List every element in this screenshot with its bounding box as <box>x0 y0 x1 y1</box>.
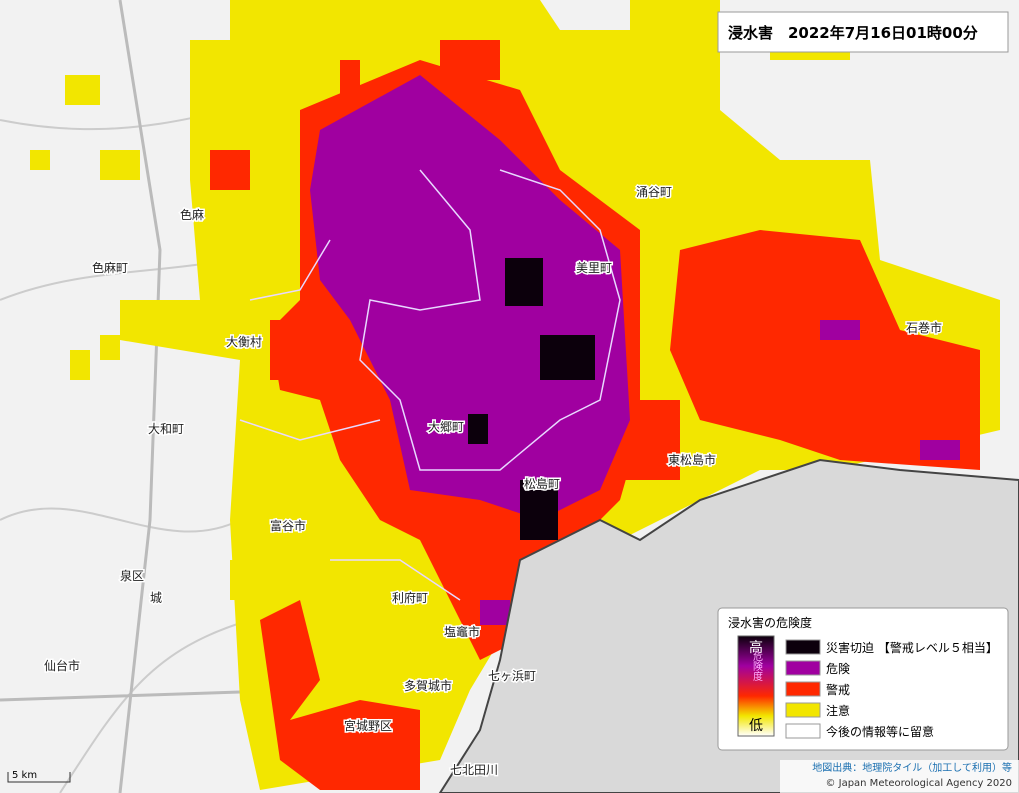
place-label: 東松島市 <box>668 452 716 467</box>
place-label: 塩竈市 <box>444 624 480 639</box>
scale-bar-label: 5 km <box>12 770 37 781</box>
place-label: 多賀城市 <box>404 678 452 693</box>
legend-high: 高 <box>749 639 763 656</box>
place-label: 七北田川 <box>450 763 498 777</box>
legend-swatch <box>785 702 821 718</box>
attribution-source: 地図出典：地理院タイル（加工して利用）等 <box>812 761 1012 774</box>
legend-low: 低 <box>749 718 763 734</box>
place-label: 色麻 <box>180 207 204 222</box>
place-label: 城 <box>150 591 162 605</box>
title: 浸水害 2022年7月16日01時00分 <box>728 24 978 42</box>
place-label: 富谷市 <box>270 518 306 533</box>
legend-swatch <box>785 681 821 697</box>
place-label: 大衡村 <box>226 335 262 349</box>
place-label: 色麻町 <box>92 260 128 275</box>
place-label: 七ヶ浜町 <box>488 669 536 683</box>
place-label: 松島町 <box>524 476 560 491</box>
place-label: 利府町 <box>392 590 428 605</box>
legend-label: 今後の情報等に留意 <box>826 724 934 739</box>
place-label: 石巻市 <box>906 320 942 335</box>
title-box: 浸水害 2022年7月16日01時00分 <box>717 11 1009 53</box>
legend-scale: 危険度 <box>751 651 763 682</box>
legend-label: 注意 <box>826 703 850 718</box>
place-label: 泉区 <box>120 569 144 583</box>
legend-swatch <box>785 723 821 739</box>
legend-label: 警戒 <box>826 682 850 697</box>
place-label: 宮城野区 <box>344 718 392 733</box>
legend-label: 危険 <box>826 662 850 676</box>
place-label: 大和町 <box>148 422 184 436</box>
place-label: 大郷町 <box>428 420 464 434</box>
legend-swatch <box>785 639 821 655</box>
place-label: 美里町 <box>576 261 612 275</box>
risk-black <box>468 258 595 540</box>
boundaries <box>239 169 621 601</box>
scale-bar: 5 km <box>7 770 71 783</box>
legend-swatch <box>785 660 821 676</box>
legend-title: 浸水害の危険度 <box>728 615 812 630</box>
legend: 浸水害の危険度 高 低 危険度 災害切迫 【警戒レベル５相当】危険警戒注意今後の… <box>717 607 1009 751</box>
place-label: 仙台市 <box>44 658 80 673</box>
attribution-copyright: © Japan Meteorological Agency 2020 <box>825 778 1012 789</box>
legend-label: 災害切迫 【警戒レベル５相当】 <box>826 640 998 655</box>
risk-purple <box>310 75 960 625</box>
place-label: 涌谷町 <box>636 185 672 199</box>
attribution: 地図出典：地理院タイル（加工して利用）等 © Japan Meteorologi… <box>780 760 1019 793</box>
